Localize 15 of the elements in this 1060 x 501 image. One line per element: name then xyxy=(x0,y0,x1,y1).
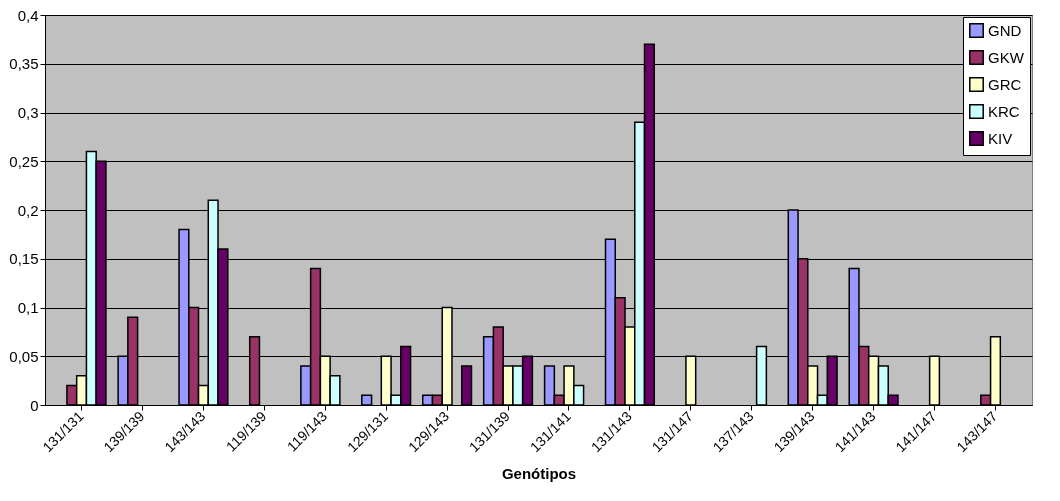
legend-label: KIV xyxy=(988,129,1013,147)
x-axis-title: Genótipos xyxy=(501,465,577,483)
y-tick-label: 0,05 xyxy=(9,347,39,365)
legend-label: GND xyxy=(988,21,1022,39)
y-tick-label: 0 xyxy=(30,396,39,414)
legend-label: GRC xyxy=(988,75,1022,93)
y-tick-label: 0,3 xyxy=(17,104,39,121)
legend-label: KRC xyxy=(988,102,1020,120)
y-tick-label: 0,2 xyxy=(17,201,39,219)
y-tick-label: 0,1 xyxy=(17,299,39,316)
y-tick-label: 0,15 xyxy=(9,250,39,268)
y-tick-label: 0,4 xyxy=(17,6,39,24)
y-tick-label: 0,35 xyxy=(9,55,39,73)
y-tick-label: 0,25 xyxy=(9,152,39,170)
legend-label: GKW xyxy=(988,48,1025,66)
